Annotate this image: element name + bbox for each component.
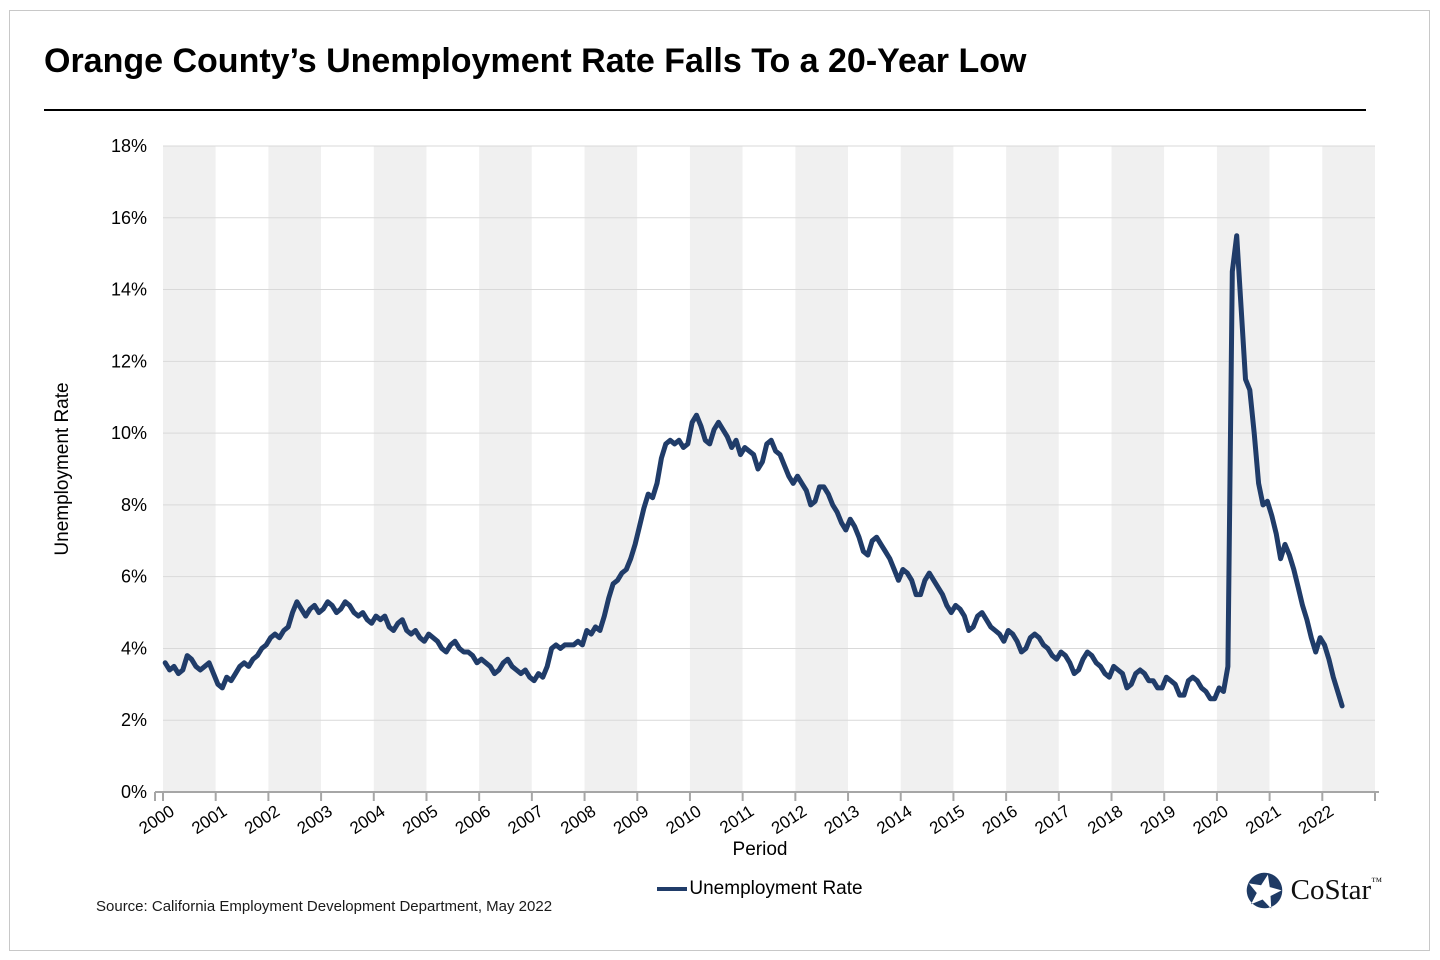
- x-tick-label: 2001: [188, 801, 230, 838]
- x-tick-label: 2000: [136, 801, 178, 838]
- x-tick-label: 2008: [557, 801, 599, 838]
- x-tick-label: 2009: [610, 801, 652, 838]
- x-tick-label: 2020: [1190, 801, 1232, 838]
- year-band: [321, 146, 374, 792]
- year-band: [531, 146, 585, 792]
- x-tick-label: 2011: [716, 801, 757, 837]
- x-tick-label: 2016: [979, 801, 1021, 838]
- year-band: [268, 146, 322, 792]
- y-tick-label: 2%: [121, 710, 147, 730]
- year-band: [795, 146, 849, 792]
- x-tick-label: 2022: [1295, 801, 1337, 838]
- year-band: [689, 146, 743, 792]
- x-tick-label: 2018: [1084, 801, 1126, 838]
- x-tick-labels: 2000 2001 2002 2003 2004 2005 2006 2007 2008 2009…: [136, 801, 1337, 838]
- unemployment-rate-line: [162, 233, 1345, 709]
- x-tick-label: 2015: [926, 801, 968, 838]
- x-tick-label: 2005: [399, 801, 441, 838]
- chart-legend: Unemployment Rate: [154, 878, 1366, 900]
- year-band: [1269, 146, 1323, 792]
- x-tick-label: 2017: [1031, 801, 1073, 838]
- x-tick-label: 2004: [346, 801, 388, 838]
- y-tick-label: 16%: [111, 208, 147, 228]
- costar-brand: CoStar™: [1246, 872, 1382, 909]
- x-tick-label: 2014: [873, 801, 915, 838]
- year-band: [900, 146, 954, 792]
- page-title: Orange County’s Unemployment Rate Falls …: [44, 42, 1027, 80]
- x-tick-label: 2007: [505, 801, 547, 838]
- x-tick-label: 2012: [768, 801, 810, 838]
- x-axis-title: Period: [732, 839, 788, 860]
- legend-label: Unemployment Rate: [689, 878, 863, 899]
- x-tick-label: 2010: [663, 801, 705, 838]
- year-band: [479, 146, 532, 792]
- source-note: Source: California Employment Developmen…: [96, 898, 553, 915]
- year-band: [584, 146, 638, 792]
- year-band: [848, 146, 901, 792]
- y-tick-label: 18%: [111, 136, 147, 156]
- costar-pinwheel-icon: [1246, 872, 1282, 909]
- x-tick-label: 2006: [452, 801, 494, 838]
- legend-line-swatch-icon: [657, 887, 688, 891]
- y-tick-label: 12%: [111, 351, 147, 371]
- y-tick-label: 6%: [121, 567, 147, 587]
- x-axis: [154, 791, 1379, 801]
- costar-wordmark: CoStar™: [1290, 874, 1382, 906]
- year-band: [953, 146, 1007, 792]
- year-band: [1322, 146, 1375, 792]
- y-tick-label: 14%: [111, 280, 147, 300]
- year-band: [1111, 146, 1165, 792]
- y-tick-label: 8%: [121, 495, 147, 515]
- x-tick-label: 2019: [1137, 801, 1179, 838]
- year-band: [373, 146, 427, 792]
- x-tick-label: 2002: [241, 801, 283, 838]
- year-band: [1006, 146, 1059, 792]
- year-band: [426, 146, 480, 792]
- y-tick-label: 10%: [111, 423, 147, 443]
- x-tick-label: 2003: [294, 801, 336, 838]
- year-band: [1058, 146, 1112, 792]
- year-band: [215, 146, 269, 792]
- y-tick-labels: 0% 2% 4% 6% 8% 10% 12% 14% 16% 18%: [111, 136, 147, 802]
- year-band: [1216, 146, 1270, 792]
- x-tick-label: 2021: [1242, 801, 1284, 838]
- title-divider: [44, 109, 1366, 111]
- year-band: [163, 146, 216, 792]
- y-gridlines: [163, 145, 1375, 721]
- y-axis-title: Unemployment Rate: [52, 382, 73, 555]
- trademark-symbol: ™: [1371, 876, 1382, 888]
- year-bands: [163, 146, 1375, 792]
- year-band: [637, 146, 690, 792]
- y-tick-label: 0%: [121, 782, 147, 802]
- x-tick-label: 2013: [821, 801, 863, 838]
- y-tick-label: 4%: [121, 638, 147, 658]
